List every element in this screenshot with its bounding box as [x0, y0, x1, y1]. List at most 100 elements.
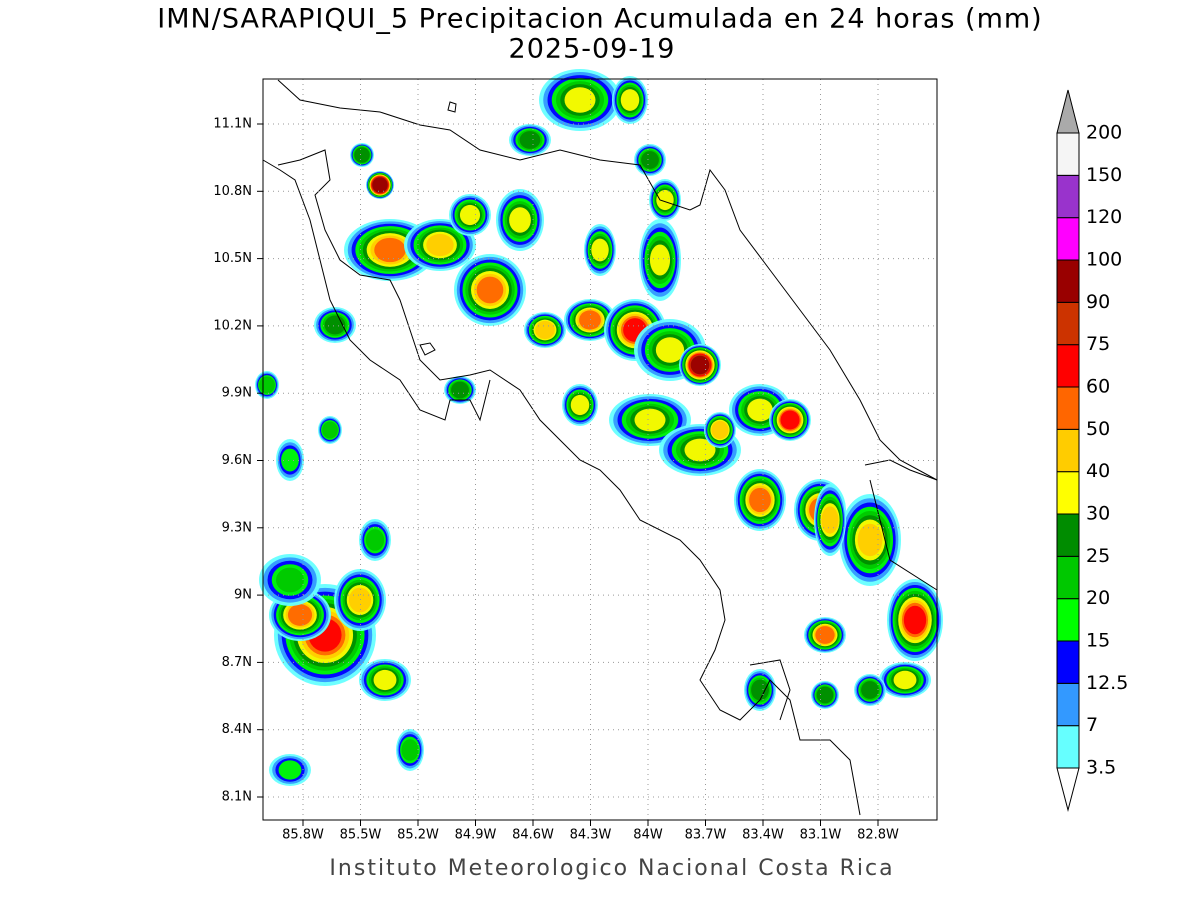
rain-area — [509, 207, 531, 233]
rain-area — [649, 244, 671, 276]
colorbar-segment — [1056, 132, 1080, 176]
rain-area — [276, 567, 304, 593]
rain-area — [821, 506, 839, 534]
colorbar-segment — [1056, 386, 1080, 430]
rain-area — [655, 337, 685, 363]
colorbar-segment — [1056, 344, 1080, 388]
rain-area — [476, 276, 504, 304]
rain-area — [322, 421, 338, 439]
title: IMN/SARAPIQUI_5 Precipitacion Acumulada … — [157, 4, 1042, 35]
rain-area — [535, 320, 555, 340]
colorbar-label: 3.5 — [1086, 757, 1116, 779]
lon-label: 84W — [633, 828, 663, 843]
lon-label: 83.1W — [800, 828, 842, 843]
colorbar-label: 200 — [1086, 122, 1122, 144]
rain-area — [690, 355, 710, 375]
rain-area — [684, 438, 716, 462]
rain-area — [634, 408, 666, 432]
coastline — [262, 79, 938, 816]
lat-label: 10.2N — [213, 318, 252, 333]
rain-area — [893, 670, 917, 690]
lat-label: 9.3N — [222, 520, 252, 535]
lat-label: 8.1N — [222, 790, 252, 805]
colorbar-segment — [1056, 725, 1080, 769]
rain-area — [519, 131, 541, 149]
colorbar-segment — [1056, 428, 1080, 473]
rain-area — [354, 147, 370, 163]
colorbar-label: 15 — [1086, 630, 1110, 652]
lon-label: 84.6W — [512, 828, 554, 843]
colorbar-label: 90 — [1086, 291, 1110, 313]
lon-label: 83.4W — [742, 828, 784, 843]
colorbar-label: 120 — [1086, 206, 1122, 228]
rain-area — [278, 760, 302, 780]
rain-area — [259, 376, 275, 394]
lon-label: 85.5W — [340, 828, 382, 843]
lat-label: 10.5N — [213, 251, 252, 266]
rain-area — [570, 394, 590, 416]
rain-area — [373, 669, 397, 691]
colorbar: 3.5 7 12.5 15 20 25 30 40 50 60 75 90 100 120 150 200 — [1056, 89, 1128, 812]
rain-area — [780, 410, 800, 430]
colorbar-segment — [1056, 555, 1080, 600]
rain-area — [857, 523, 883, 557]
rain-area — [903, 605, 927, 635]
lon-label: 85.2W — [397, 828, 439, 843]
colorbar-segment — [1056, 259, 1080, 303]
lon-label: 83.7W — [685, 828, 727, 843]
rain-area — [401, 739, 419, 761]
rain-area — [751, 679, 769, 701]
graticule: 11.1N 10.8N 10.5N 10.2N 9.9N 9.6N 9.3N 9N 8.7N 8.… — [213, 79, 937, 843]
colorbar-segment — [1056, 471, 1080, 515]
rain-area — [564, 87, 596, 113]
colorbar-over — [1056, 89, 1080, 134]
rain-area — [287, 604, 313, 626]
colorbar-segment — [1056, 174, 1080, 219]
rain-area — [372, 177, 388, 193]
lat-label: 9.6N — [222, 453, 252, 468]
rain-area — [374, 237, 406, 263]
colorbar-label: 7 — [1086, 714, 1098, 736]
lon-label: 82.8W — [857, 828, 899, 843]
rain-area — [747, 398, 773, 422]
colorbar-label: 25 — [1086, 545, 1110, 567]
colorbar-label: 20 — [1086, 587, 1110, 609]
lat-label: 8.4N — [222, 722, 252, 737]
rain-area — [281, 448, 299, 472]
colorbar-label: 12.5 — [1086, 672, 1128, 694]
lon-label: 84.3W — [570, 828, 612, 843]
rain-area — [749, 487, 771, 513]
lat-label: 8.7N — [222, 655, 252, 670]
map-frame — [262, 78, 938, 821]
rain-area — [815, 626, 835, 644]
rain-area — [711, 420, 729, 440]
colorbar-label: 100 — [1086, 249, 1122, 271]
rain-area — [641, 151, 659, 169]
colorbar-segment — [1056, 217, 1080, 261]
colorbar-segment — [1056, 682, 1080, 727]
rain-area — [459, 204, 481, 226]
lon-label: 84.9W — [455, 828, 497, 843]
colorbar-label: 60 — [1086, 376, 1110, 398]
precipitation-field — [255, 69, 943, 786]
colorbar-segment — [1056, 640, 1080, 684]
footer: Instituto Meteorologico Nacional Costa R… — [329, 856, 894, 881]
colorbar-segment — [1056, 598, 1080, 642]
rain-area — [620, 89, 640, 111]
rain-area — [426, 233, 454, 257]
colorbar-label: 50 — [1086, 418, 1110, 440]
rain-area — [365, 529, 385, 551]
rain-area — [816, 686, 834, 704]
lat-label: 9N — [234, 588, 252, 603]
lat-label: 11.1N — [213, 117, 252, 132]
lon-label: 85.8W — [282, 828, 324, 843]
colorbar-segment — [1056, 513, 1080, 557]
date: 2025-09-19 — [509, 34, 676, 65]
lat-label: 9.9N — [222, 386, 252, 401]
rain-area — [591, 238, 609, 262]
colorbar-segment — [1056, 301, 1080, 346]
colorbar-label: 30 — [1086, 503, 1110, 525]
rain-area — [451, 381, 469, 399]
colorbar-label: 75 — [1086, 333, 1110, 355]
